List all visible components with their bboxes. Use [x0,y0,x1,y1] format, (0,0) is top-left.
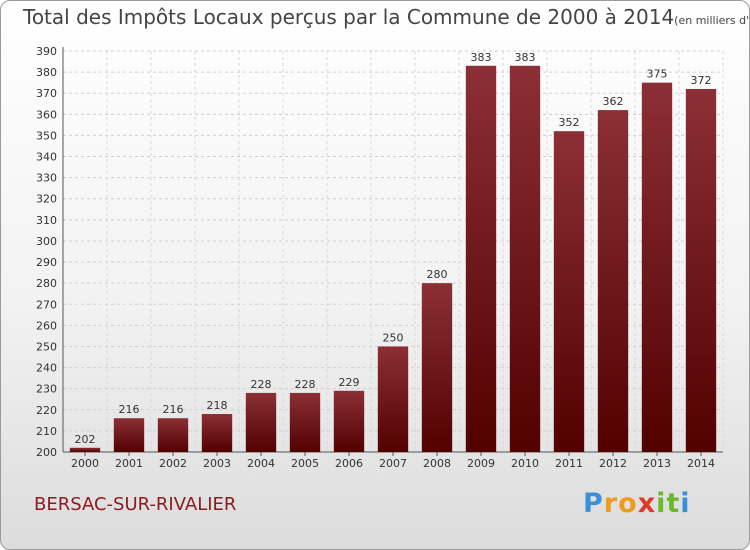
x-tick-label-2004: 2004 [247,457,275,470]
value-label-2011: 352 [559,116,580,129]
bar-2006 [333,390,365,452]
logo-letter: x [637,488,657,519]
bar-2009 [465,65,497,452]
y-tick-label: 330 [36,172,57,185]
y-tick-label: 310 [36,214,57,227]
bar-2005 [289,392,321,452]
chart-title-text: Total des Impôts Locaux perçus par la Co… [23,5,675,29]
value-label-2000: 202 [75,433,96,446]
y-tick-label: 370 [36,87,57,100]
y-tick-label: 260 [36,319,57,332]
commune-name: BERSAC-SUR-RIVALIER [34,494,237,515]
bar-2013 [641,82,673,452]
y-tick-label: 280 [36,277,57,290]
y-tick-label: 250 [36,340,57,353]
y-tick-label: 270 [36,298,57,311]
x-tick-label-2003: 2003 [203,457,231,470]
x-tick-label-2014: 2014 [687,457,715,470]
x-tick-label-2006: 2006 [335,457,363,470]
y-tick-label: 220 [36,404,57,417]
value-label-2002: 216 [163,403,184,416]
y-tick-label: 200 [36,446,57,459]
bar-2012 [597,110,629,453]
logo-letter: P [583,488,604,519]
y-tick-label: 210 [36,425,57,438]
value-label-2004: 228 [251,378,272,391]
y-tick-label: 240 [36,362,57,375]
bar-2002 [157,418,189,452]
value-label-2005: 228 [295,378,316,391]
x-tick-label-2002: 2002 [159,457,187,470]
x-tick-label-2010: 2010 [511,457,539,470]
y-tick-label: 350 [36,129,57,142]
y-tick-label: 390 [36,45,57,58]
x-tick-label-2008: 2008 [423,457,451,470]
y-tick-label: 230 [36,383,57,396]
y-tick-label: 340 [36,151,57,164]
chart-title: Total des Impôts Locaux perçus par la Co… [23,5,750,29]
bar-2003 [201,414,233,452]
bars [69,65,717,453]
value-label-2012: 362 [603,95,624,108]
value-label-2013: 375 [647,68,668,81]
y-tick-label: 320 [36,193,57,206]
value-label-2007: 250 [383,331,404,344]
bar-2014 [685,88,717,452]
x-tick-label-2007: 2007 [379,457,407,470]
bar-2004 [245,392,277,452]
x-tick-label-2013: 2013 [643,457,671,470]
proxiti-logo: Proxiti [583,488,691,519]
x-tick-label-2012: 2012 [599,457,627,470]
y-tick-label: 300 [36,235,57,248]
bar-2011 [553,131,585,452]
logo-letter: i [656,488,667,519]
x-tick-label-2000: 2000 [71,457,99,470]
bar-2007 [377,346,409,452]
value-label-2001: 216 [119,403,140,416]
value-label-2003: 218 [207,399,228,412]
value-label-2009: 383 [471,51,492,64]
y-tick-label: 380 [36,66,57,79]
y-tick-label: 360 [36,108,57,121]
x-tick-label-2005: 2005 [291,457,319,470]
bar-2010 [509,65,541,452]
tick-labels: 200 210 220 230 240 250 260 270 280 290 300 310 320 3… [36,45,715,470]
logo-letter: t [666,488,681,519]
x-tick-label-2001: 2001 [115,457,143,470]
x-tick-label-2011: 2011 [555,457,583,470]
logo-letter: o [618,488,638,519]
bar-2000 [69,447,101,452]
value-label-2014: 372 [691,74,712,87]
logo-letter: r [603,488,619,519]
x-tick-label-2009: 2009 [467,457,495,470]
logo-letter: i [680,488,691,519]
value-label-2010: 383 [515,51,536,64]
value-label-2008: 280 [427,268,448,281]
bar-2001 [113,418,145,452]
y-tick-label: 290 [36,256,57,269]
chart-unit-label: (en milliers d'€) [674,14,750,27]
bar-2008 [421,283,453,452]
value-label-2006: 229 [339,376,360,389]
